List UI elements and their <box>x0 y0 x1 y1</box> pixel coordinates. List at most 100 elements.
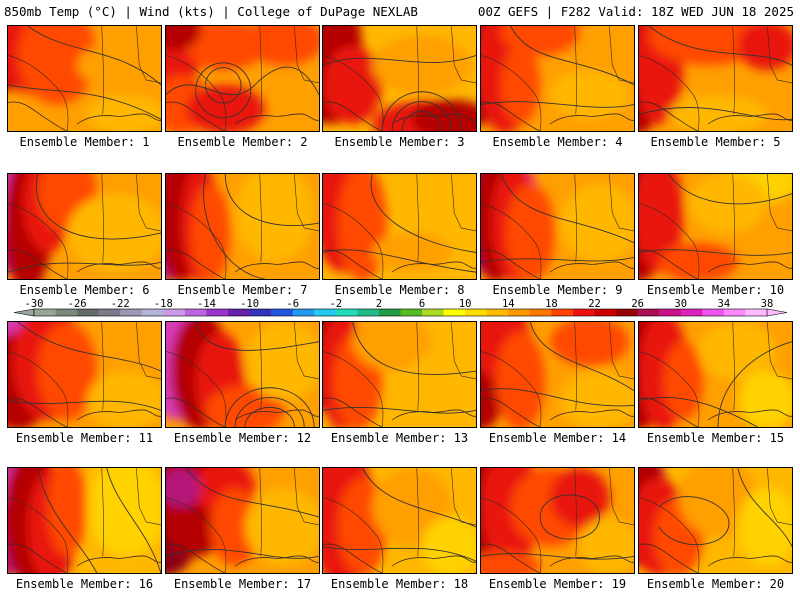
contour-line <box>27 26 161 86</box>
coastline <box>323 249 476 279</box>
temperature-region <box>737 371 792 427</box>
state-borders <box>481 468 634 573</box>
temperature-region <box>352 322 432 372</box>
coastline <box>8 543 161 573</box>
temperature-region <box>37 322 97 421</box>
colorbar-swatch <box>551 309 574 316</box>
ensemble-map-panel <box>638 321 793 428</box>
ensemble-member-label: Ensemble Member: 3 <box>334 135 465 149</box>
temperature-field-map <box>481 174 634 279</box>
temperature-region <box>67 193 161 273</box>
state-borders <box>8 468 161 573</box>
temperature-region <box>47 468 87 557</box>
contour-line <box>639 397 758 427</box>
temperature-region <box>323 45 383 125</box>
colorbar-swatch <box>465 309 488 316</box>
colorbar-tick-label: -18 <box>154 298 173 310</box>
contour-line <box>8 84 161 120</box>
contour-line <box>391 101 452 131</box>
state-borders <box>166 174 319 279</box>
colorbar-swatch <box>184 309 207 316</box>
ensemble-member-label: Ensemble Member: 7 <box>177 283 308 297</box>
colorbar-swatch <box>637 309 660 316</box>
colorbar-swatch <box>572 309 595 316</box>
colorbar-tick-label: 14 <box>502 298 515 310</box>
contour-line <box>717 341 792 427</box>
coastline <box>481 397 634 427</box>
colorbar-swatch <box>659 309 682 316</box>
temperature-region <box>166 468 201 508</box>
contour-line <box>234 397 305 427</box>
contour-line <box>737 468 792 547</box>
temperature-region <box>401 351 476 427</box>
contour-line <box>639 107 792 121</box>
temperature-field-map <box>323 468 476 573</box>
ensemble-member-label: Ensemble Member: 20 <box>646 577 785 591</box>
colorbar-tick-label: 6 <box>419 298 425 310</box>
temperature-region <box>500 26 580 56</box>
temperature-region <box>86 371 161 427</box>
colorbar-tick-label: 10 <box>459 298 472 310</box>
coastline <box>166 543 319 573</box>
colorbar-tick-label: -6 <box>286 298 299 310</box>
ensemble-member-label: Ensemble Member: 4 <box>492 135 623 149</box>
colorbar-swatch <box>163 309 186 316</box>
ensemble-member-label: Ensemble Member: 16 <box>15 577 154 591</box>
temperature-region <box>550 468 610 527</box>
header-right: 00Z GEFS | F282 Valid: 18Z WED JUN 18 20… <box>477 4 794 19</box>
state-borders <box>166 26 319 131</box>
temperature-field-map <box>166 26 319 131</box>
contour-line <box>381 91 462 131</box>
contour-line <box>166 66 319 96</box>
temperature-region <box>244 26 319 66</box>
temperature-region <box>166 26 201 51</box>
contour-line <box>185 468 319 518</box>
temperature-region <box>648 26 768 66</box>
temperature-region <box>663 341 704 421</box>
colorbar-swatch <box>594 309 617 316</box>
state-borders <box>8 26 161 131</box>
colorbar-swatch <box>400 309 423 316</box>
colorbar-swatch <box>745 309 768 316</box>
temperature-field-map <box>481 322 634 427</box>
temperature-field-map <box>639 322 792 427</box>
ensemble-map-panel <box>165 25 320 132</box>
contour-line <box>323 55 476 66</box>
contour-line <box>658 496 730 546</box>
temperature-field-map <box>639 174 792 279</box>
colorbar-tick-label: -14 <box>197 298 216 310</box>
temperature-region <box>550 322 630 367</box>
contour-line <box>224 174 319 227</box>
coastline <box>639 397 792 427</box>
colorbar-swatch <box>723 309 746 316</box>
temperature-region <box>481 551 541 573</box>
ensemble-map-panel <box>480 25 635 132</box>
contour-line <box>370 174 476 253</box>
ensemble-map-panel <box>165 173 320 280</box>
state-borders <box>639 174 792 279</box>
coastline <box>8 101 161 131</box>
ensemble-map-panel <box>638 25 793 132</box>
ensemble-member-label: Ensemble Member: 8 <box>334 283 465 297</box>
temperature-region <box>505 183 556 279</box>
temperature-field-map <box>166 174 319 279</box>
ensemble-map-panel <box>7 25 162 132</box>
colorbar-swatch <box>77 309 99 316</box>
contour-line <box>195 322 319 351</box>
colorbar-swatch <box>206 309 229 316</box>
contour-line <box>323 546 476 562</box>
coastline <box>481 249 634 279</box>
colorbar-tick-label: 2 <box>376 298 382 310</box>
coastline <box>639 543 792 573</box>
state-borders <box>639 26 792 131</box>
contour-line <box>106 468 161 573</box>
state-borders <box>166 468 319 573</box>
temperature-region <box>559 183 634 263</box>
temperature-region <box>737 26 792 71</box>
colorbar-swatch <box>34 309 56 316</box>
contour-line <box>401 111 442 131</box>
temperature-region <box>678 468 758 537</box>
colorbar-tick-label: 38 <box>761 298 774 310</box>
contour-line <box>166 549 319 559</box>
contour-line <box>35 174 161 240</box>
